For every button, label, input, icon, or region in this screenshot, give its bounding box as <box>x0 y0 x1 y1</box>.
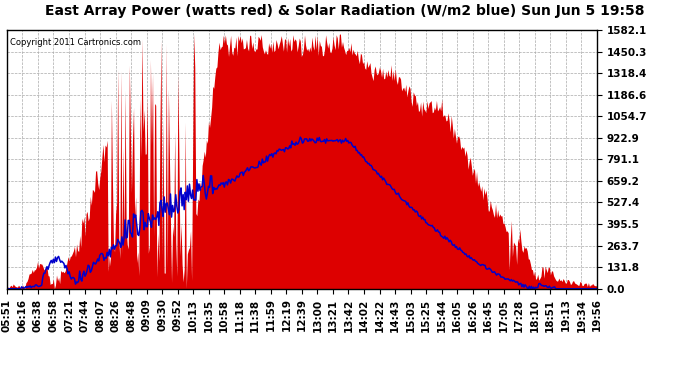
Text: Copyright 2011 Cartronics.com: Copyright 2011 Cartronics.com <box>10 38 141 47</box>
Text: East Array Power (watts red) & Solar Radiation (W/m2 blue) Sun Jun 5 19:58: East Array Power (watts red) & Solar Rad… <box>46 4 644 18</box>
